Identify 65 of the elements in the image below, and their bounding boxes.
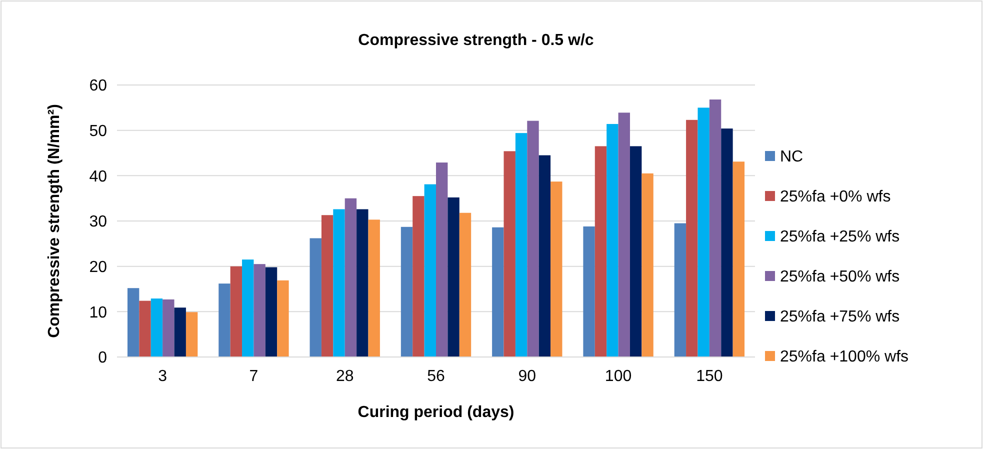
bar <box>642 173 654 357</box>
bar <box>459 212 472 357</box>
bar <box>230 266 242 357</box>
bar <box>368 220 380 357</box>
legend-label: 25%fa +50% wfs <box>780 268 900 286</box>
bar <box>162 299 174 357</box>
bar <box>242 260 254 357</box>
bar <box>538 155 551 357</box>
bar <box>333 209 345 357</box>
bar <box>344 198 357 357</box>
bar <box>504 151 516 357</box>
y-tick-label: 40 <box>89 168 108 186</box>
y-tick-label: 0 <box>98 350 108 367</box>
x-tick-label: 100 <box>604 368 632 385</box>
bar <box>218 284 230 357</box>
y-tick-label: 50 <box>89 122 108 140</box>
bar <box>630 146 642 357</box>
bar <box>606 124 618 357</box>
bar <box>594 146 607 357</box>
x-tick-label: 3 <box>158 368 168 385</box>
bar <box>254 264 266 357</box>
y-tick-label: 30 <box>89 214 108 231</box>
bar <box>412 196 424 357</box>
bar <box>174 308 186 357</box>
legend-label: 25%fa +0% wfs <box>780 188 891 206</box>
y-tick-label: 60 <box>89 78 108 95</box>
bar <box>527 120 539 357</box>
bar <box>139 300 151 357</box>
bar <box>732 162 745 357</box>
bar <box>674 223 686 357</box>
bar <box>698 108 710 357</box>
y-tick-label: 20 <box>89 258 108 276</box>
bar <box>265 267 278 357</box>
legend-label: NC <box>780 148 804 166</box>
x-tick-label: 7 <box>249 368 258 385</box>
bar <box>400 226 413 357</box>
x-axis-title: Curing period (days) <box>358 404 514 421</box>
bar <box>356 209 368 357</box>
y-axis-title: Compressive strength (N/mm²) <box>46 104 63 338</box>
x-tick-label: 28 <box>336 368 354 385</box>
x-tick-label: 90 <box>518 368 536 385</box>
bar <box>721 128 733 357</box>
x-tick-label: 56 <box>427 368 445 385</box>
bar <box>436 162 448 357</box>
legend-label: 25%fa +75% wfs <box>780 308 900 326</box>
bar <box>492 227 504 357</box>
legend-label: 25%fa +100% wfs <box>780 348 909 366</box>
bar <box>515 133 528 357</box>
y-tick-label: 10 <box>89 304 108 322</box>
bar <box>550 182 562 357</box>
bar <box>321 215 334 357</box>
legend-label: 25%fa +25% wfs <box>780 228 900 246</box>
bar <box>186 312 198 357</box>
bar <box>310 238 322 357</box>
x-tick-label: 150 <box>696 368 723 385</box>
bar <box>424 184 436 357</box>
bar <box>127 288 140 357</box>
bar <box>448 197 460 357</box>
bar <box>618 112 630 357</box>
bar <box>277 280 289 357</box>
bar <box>686 120 698 357</box>
bar <box>583 226 595 357</box>
bar <box>150 298 163 357</box>
bar <box>709 100 722 357</box>
chart-title: Compressive strength - 0.5 w/c <box>358 32 594 49</box>
